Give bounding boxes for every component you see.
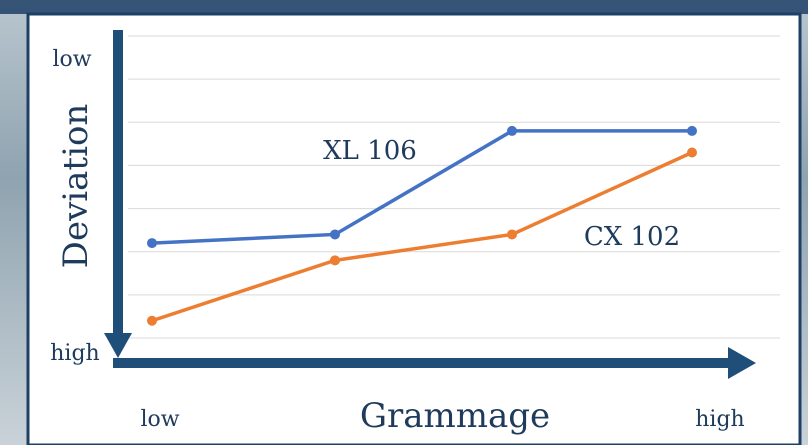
data-point [507, 125, 517, 136]
panel [26, 12, 802, 445]
y-axis-title: Deviation [56, 104, 96, 269]
y-arrowhead [104, 333, 132, 358]
data-point [147, 238, 157, 249]
series-label: XL 106 [323, 136, 417, 166]
y-low-label: low [52, 47, 91, 72]
series-label: CX 102 [584, 222, 680, 252]
series-line [151, 129, 692, 245]
data-point [147, 315, 157, 326]
top-strip [0, 0, 808, 14]
x-axis-title: Grammage [360, 396, 550, 436]
data-point [507, 229, 517, 240]
series-line [151, 150, 693, 323]
data-point [330, 229, 340, 240]
data-point [330, 255, 340, 266]
data-point [687, 125, 697, 136]
x-low-label: low [140, 407, 179, 432]
plot: XL 106 CX 102 [128, 35, 780, 339]
data-point [687, 147, 697, 158]
x-high-label: high [695, 407, 744, 432]
x-arrowhead [728, 347, 756, 379]
y-high-label: high [50, 341, 99, 366]
